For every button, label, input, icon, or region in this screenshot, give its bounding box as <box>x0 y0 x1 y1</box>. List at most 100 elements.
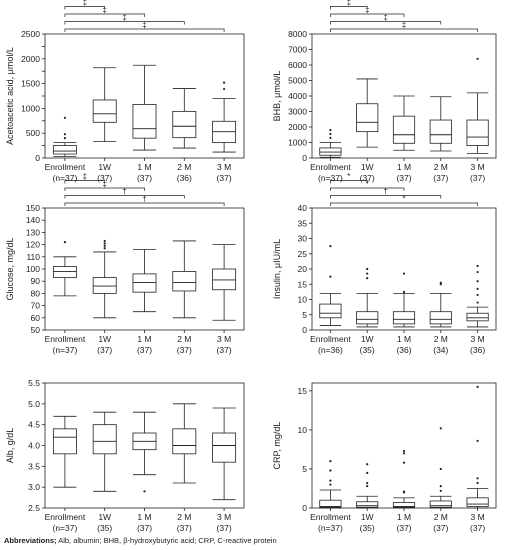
outlier-point <box>402 490 406 493</box>
box-1-m <box>392 272 416 328</box>
n-label: (n=37) <box>318 173 343 183</box>
n-label: (37) <box>137 345 152 355</box>
iqr-box <box>132 104 157 139</box>
iqr-box <box>429 500 452 508</box>
iqr-box <box>132 273 157 293</box>
significance-marker: ‡ <box>365 6 369 15</box>
n-label: (n=37) <box>52 345 77 355</box>
y-tick-label: 100 <box>26 264 40 274</box>
bracket-line <box>64 195 185 199</box>
y-tick-label: 3.0 <box>28 482 40 492</box>
category-label: 1 M <box>397 162 411 172</box>
outlier-point <box>402 461 406 464</box>
box-2-m <box>429 281 452 328</box>
iqr-box <box>392 502 416 508</box>
n-label: (34) <box>433 345 448 355</box>
significance-bracket: ‡ <box>64 0 106 10</box>
n-label: (37) <box>97 173 112 183</box>
y-tick-label: 35 <box>298 218 308 228</box>
category-label: 3 M <box>217 334 231 344</box>
significance-bracket: ‡ <box>64 21 225 32</box>
n-label: (37) <box>433 523 448 533</box>
category-label: 1 M <box>397 334 411 344</box>
outlier-point <box>402 272 406 275</box>
n-label: (36) <box>470 345 485 355</box>
category-label: 2 M <box>177 512 191 522</box>
category-label: 2 M <box>177 334 191 344</box>
outlier-point <box>103 247 106 250</box>
n-label: (37) <box>433 173 448 183</box>
y-tick-label: 0 <box>35 153 40 163</box>
outlier-point <box>329 469 332 472</box>
box-3-m <box>212 407 237 501</box>
bracket-line <box>330 195 442 199</box>
panel-1: 0 500 1000 1500 2000 2500 Acetoacetic acid, μm… <box>5 0 245 183</box>
panel-5: 2.5 3.0 3.5 4.0 4.5 5.0 5.5 Alb, g/dL Enrollment… <box>5 378 245 533</box>
box-2-m <box>172 403 197 484</box>
significance-marker: ‡ <box>383 13 387 22</box>
y-tick-label: 10 <box>298 295 308 305</box>
outlier-point <box>103 239 106 243</box>
category-label: Enrollment <box>45 334 86 344</box>
box-3-m <box>466 57 489 154</box>
y-tick-label: 50 <box>31 325 41 335</box>
box-enrollment <box>319 129 342 158</box>
outlier-point <box>439 485 442 488</box>
n-label: (36) <box>177 173 192 183</box>
category-label: 1W <box>361 512 374 522</box>
outlier-point <box>329 460 332 463</box>
y-tick-label: 2500 <box>21 29 40 39</box>
bracket-line <box>64 202 225 206</box>
outlier-point <box>439 489 442 492</box>
y-tick-label: 60 <box>31 313 41 323</box>
iqr-box <box>392 115 416 144</box>
outlier-point <box>366 272 369 275</box>
outlier-point <box>329 132 332 136</box>
abbreviations-text: Alb, albumin; BHB, β-hydroxybutyric acid… <box>58 536 277 545</box>
iqr-box <box>356 501 379 508</box>
y-axis-label: BHB, μmol/L <box>272 71 282 122</box>
box-1w <box>356 78 379 148</box>
y-axis-label: Alb, g/dL <box>5 428 15 464</box>
y-tick-label: 4000 <box>288 91 307 101</box>
outlier-point <box>329 479 332 482</box>
n-label: (n=37) <box>52 173 77 183</box>
box-1w <box>92 239 117 319</box>
n-label: (37) <box>360 173 375 183</box>
outlier-point <box>476 287 479 290</box>
outlier-point <box>366 481 369 485</box>
bracket-line <box>64 28 225 32</box>
iqr-box <box>429 119 452 144</box>
box-1w <box>356 267 379 328</box>
category-label: Enrollment <box>45 162 86 172</box>
iqr-box <box>319 147 342 156</box>
y-tick-label: 15 <box>298 279 308 289</box>
plot-frame <box>311 382 497 509</box>
box-2-m <box>429 427 452 509</box>
y-tick-label: 150 <box>26 203 40 213</box>
significance-marker: * <box>402 195 405 204</box>
y-tick-label: 3000 <box>288 107 307 117</box>
y-tick-label: 1000 <box>21 103 40 113</box>
category-label: 1W <box>98 162 111 172</box>
box-enrollment <box>319 460 342 509</box>
box-3-m <box>466 385 489 509</box>
significance-marker: † <box>142 195 146 204</box>
significance-marker: ‡ <box>83 172 87 181</box>
n-label: (35) <box>97 523 112 533</box>
iqr-box <box>429 311 452 325</box>
significance-marker: * <box>366 180 369 189</box>
iqr-box <box>52 428 77 455</box>
iqr-box <box>392 311 416 325</box>
outlier-point <box>476 477 479 480</box>
y-tick-label: 5000 <box>288 76 307 86</box>
y-tick-label: 80 <box>31 288 41 298</box>
significance-marker: † <box>122 187 126 196</box>
panel-6: 0 5 10 15 CRP, mg/dL Enrollment(n=37) 1W(35) 1 … <box>272 382 497 533</box>
box-1w <box>356 463 379 509</box>
bracket-line <box>64 21 185 25</box>
iqr-box <box>92 99 117 123</box>
iqr-box <box>466 497 489 507</box>
n-label: (37) <box>97 345 112 355</box>
abbreviations-footer: Abbreviations; Alb, albumin; BHB, β-hydr… <box>4 536 277 545</box>
